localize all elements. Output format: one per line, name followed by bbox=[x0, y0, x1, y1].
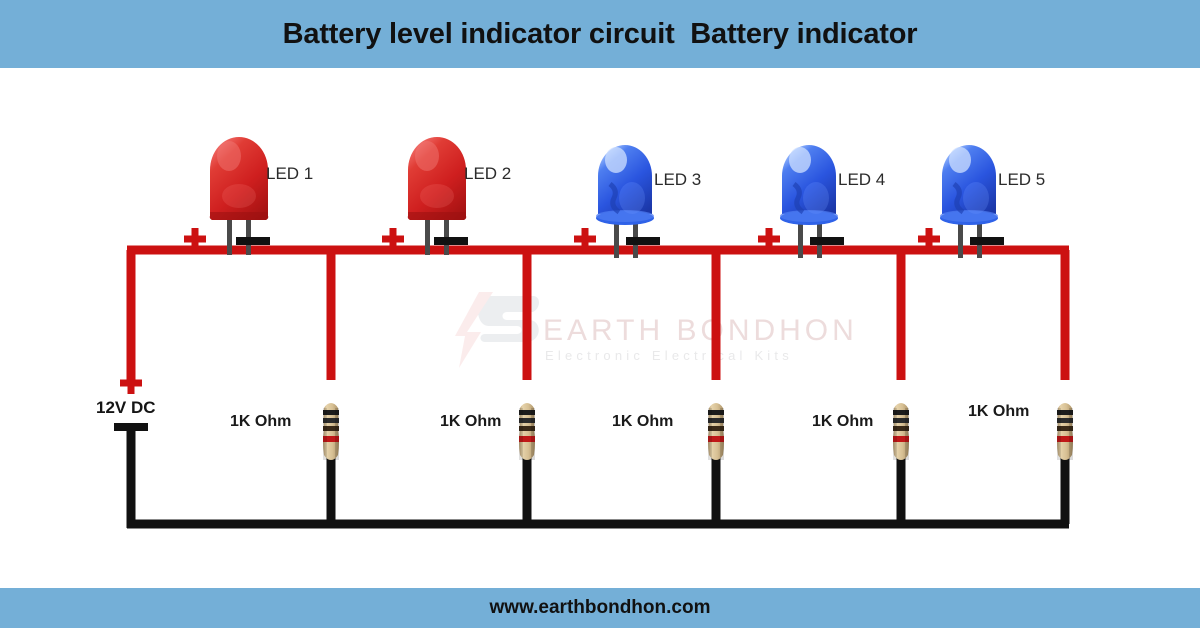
led-1-label: LED 1 bbox=[266, 164, 314, 183]
resistor-3[interactable] bbox=[704, 398, 728, 466]
resistor-2-label: 1K Ohm bbox=[440, 413, 502, 430]
led-1-plus bbox=[182, 226, 208, 257]
led-2-plus bbox=[380, 226, 406, 257]
plus-icon bbox=[382, 228, 404, 250]
led-2-label: LED 2 bbox=[464, 164, 512, 183]
minus-icon bbox=[236, 237, 270, 245]
resistor-1[interactable] bbox=[319, 398, 343, 466]
minus-icon bbox=[434, 237, 468, 245]
minus-icon bbox=[810, 237, 844, 245]
header-bar: Battery level indicator circuit Battery … bbox=[0, 0, 1200, 68]
plus-icon bbox=[758, 228, 780, 250]
plus-icon bbox=[574, 228, 596, 250]
resistor-4[interactable] bbox=[889, 398, 913, 466]
resistor-icon bbox=[708, 403, 724, 460]
led-1[interactable]: LED 1 bbox=[202, 130, 332, 255]
led-3-label: LED 3 bbox=[654, 170, 702, 189]
led-4-minus bbox=[810, 234, 844, 253]
led-red-icon bbox=[407, 137, 467, 255]
source-plus bbox=[118, 370, 144, 401]
schematic-canvas: EARTH BONDHON Electronic Electrical Kits bbox=[0, 68, 1200, 588]
source-label: 12V DC bbox=[96, 398, 156, 417]
plus-icon bbox=[918, 228, 940, 250]
minus-icon bbox=[626, 237, 660, 245]
resistor-icon bbox=[323, 403, 339, 460]
plus-icon bbox=[120, 372, 142, 394]
resistor-icon bbox=[893, 403, 909, 460]
led-blue-icon bbox=[940, 145, 998, 258]
minus-icon bbox=[114, 423, 148, 431]
led-5-minus bbox=[970, 234, 1004, 253]
led-3-minus bbox=[626, 234, 660, 253]
led-4-label: LED 4 bbox=[838, 170, 886, 189]
led-5[interactable]: LED 5 bbox=[936, 140, 1066, 258]
led-3-plus bbox=[572, 226, 598, 257]
footer-bar: www.earthbondhon.com bbox=[0, 588, 1200, 628]
resistor-5-label: 1K Ohm bbox=[968, 403, 1030, 420]
resistor-1-label: 1K Ohm bbox=[230, 413, 292, 430]
led-5-plus bbox=[916, 226, 942, 257]
resistor-2[interactable] bbox=[515, 398, 539, 466]
source-minus bbox=[114, 420, 148, 439]
led-1-minus bbox=[236, 234, 270, 253]
site-url: www.earthbondhon.com bbox=[489, 597, 711, 618]
resistor-5[interactable] bbox=[1053, 398, 1077, 466]
plus-icon bbox=[184, 228, 206, 250]
resistor-4-label: 1K Ohm bbox=[812, 413, 874, 430]
minus-icon bbox=[970, 237, 1004, 245]
positive-wire-network bbox=[126, 245, 1070, 386]
led-red-icon bbox=[209, 137, 269, 255]
resistor-3-label: 1K Ohm bbox=[612, 413, 674, 430]
page-title: Battery level indicator circuit Battery … bbox=[282, 17, 918, 50]
led-4-plus bbox=[756, 226, 782, 257]
led-2-minus bbox=[434, 234, 468, 253]
negative-wire-network bbox=[126, 426, 1070, 529]
led-5-label: LED 5 bbox=[998, 170, 1046, 189]
resistor-icon bbox=[519, 403, 535, 460]
led-2[interactable]: LED 2 bbox=[400, 130, 530, 255]
resistor-icon bbox=[1057, 403, 1073, 460]
